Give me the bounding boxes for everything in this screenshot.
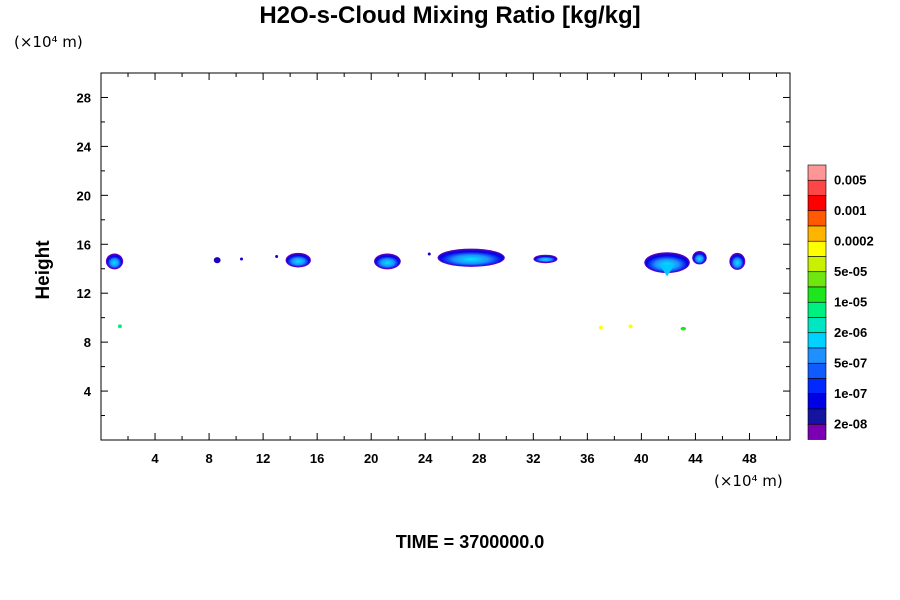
colorbar-swatch xyxy=(807,271,827,288)
colorbar-label: 2e-08 xyxy=(834,416,867,431)
cloud-patch-tail xyxy=(659,264,675,277)
x-tick-label: 32 xyxy=(526,451,540,466)
cloud-patch-core xyxy=(427,252,431,256)
colorbar-swatch xyxy=(807,286,827,303)
cloud-patch-core xyxy=(240,257,244,261)
cloud-patch-core xyxy=(117,324,122,329)
y-tick-label: 28 xyxy=(77,90,91,105)
y-tick-label: 4 xyxy=(84,384,92,399)
cloud-patch-core xyxy=(730,254,745,269)
x-tick-label: 48 xyxy=(742,451,756,466)
cloud-patch-core xyxy=(375,254,400,269)
colorbar-swatch xyxy=(807,362,827,379)
y-axis-unit: (×10⁴ m) xyxy=(14,33,83,51)
cloud-patch xyxy=(437,248,505,267)
y-tick-label: 12 xyxy=(77,286,91,301)
cloud-patch xyxy=(240,257,244,261)
time-label: TIME = 3700000.0 xyxy=(395,532,545,552)
cloud-patch xyxy=(644,252,690,277)
cloud-patch-core xyxy=(680,326,686,331)
colorbar-swatch xyxy=(807,393,827,410)
colorbar-swatch xyxy=(807,317,827,334)
y-tick-label: 8 xyxy=(84,335,91,350)
colorbar-label: 1e-05 xyxy=(834,294,867,309)
x-tick-label: 40 xyxy=(634,451,648,466)
colorbar-label: 0.005 xyxy=(834,172,867,187)
cloud-patch xyxy=(533,254,558,264)
cloud-patch-core xyxy=(534,255,557,263)
cloud-patch xyxy=(213,257,221,264)
y-tick-label: 20 xyxy=(77,188,91,203)
colorbar-swatch xyxy=(807,347,827,364)
cloud-patch-core xyxy=(598,325,603,330)
x-tick-label: 28 xyxy=(472,451,486,466)
cloud-patch xyxy=(374,253,401,270)
colorbar-swatch xyxy=(807,195,827,212)
colorbar-swatch xyxy=(807,378,827,395)
cloud-patch xyxy=(427,252,431,256)
colorbar-swatch xyxy=(807,164,827,181)
cloud-patch-core xyxy=(693,252,706,264)
colorbar-swatch xyxy=(807,240,827,257)
colorbar-swatch xyxy=(807,179,827,196)
cloud-patch xyxy=(105,253,124,270)
plot-frame xyxy=(100,72,791,441)
cloud-patch-core xyxy=(213,257,221,264)
cloud-patch-core xyxy=(628,324,633,329)
cloud-patch xyxy=(598,325,603,330)
colorbar-swatch xyxy=(807,256,827,273)
cloud-patch xyxy=(117,324,122,329)
x-tick-label: 36 xyxy=(580,451,594,466)
x-tick-label: 44 xyxy=(688,451,703,466)
y-tick-label: 24 xyxy=(77,139,92,154)
colorbar-swatch xyxy=(807,423,827,440)
cloud-patch xyxy=(680,326,686,331)
x-tick-label: 4 xyxy=(151,451,159,466)
x-tick-label: 24 xyxy=(418,451,433,466)
colorbar-label: 5e-07 xyxy=(834,355,867,370)
cloud-patch-core xyxy=(275,255,279,258)
cloud-patch xyxy=(285,252,311,268)
colorbar-swatch xyxy=(807,332,827,349)
x-tick-label: 16 xyxy=(310,451,324,466)
x-tick-label: 12 xyxy=(256,451,270,466)
cloud-patch xyxy=(729,252,746,270)
cloud-field xyxy=(105,248,746,331)
colorbar-label: 0.0002 xyxy=(834,233,874,248)
x-tick-label: 20 xyxy=(364,451,378,466)
cloud-patch xyxy=(275,255,279,258)
colorbar-swatch xyxy=(807,301,827,318)
chart-title: H2O-s-Cloud Mixing Ratio [kg/kg] xyxy=(259,2,641,29)
cloud-patch-core xyxy=(107,254,122,269)
cloud-patch-core xyxy=(438,249,504,266)
y-tick-label: 16 xyxy=(77,237,91,252)
colorbar-label: 2e-06 xyxy=(834,325,867,340)
cloud-patch-core xyxy=(645,253,689,272)
cloud-patch-core xyxy=(286,254,310,267)
cloud-patch xyxy=(692,251,707,265)
cloud-patch xyxy=(628,324,633,329)
colorbar: 2e-08 1e-07 5e-07 2e-06 1e-05 5e-05 0.0002 0.00… xyxy=(807,164,874,440)
colorbar-label: 1e-07 xyxy=(834,386,867,401)
colorbar-swatch xyxy=(807,210,827,227)
x-tick-label: 8 xyxy=(205,451,212,466)
colorbar-swatch xyxy=(807,225,827,242)
colorbar-label: 5e-05 xyxy=(834,264,867,279)
x-axis-unit: (×10⁴ m) xyxy=(714,472,783,490)
colorbar-swatch xyxy=(807,408,827,425)
colorbar-label: 0.001 xyxy=(834,203,867,218)
